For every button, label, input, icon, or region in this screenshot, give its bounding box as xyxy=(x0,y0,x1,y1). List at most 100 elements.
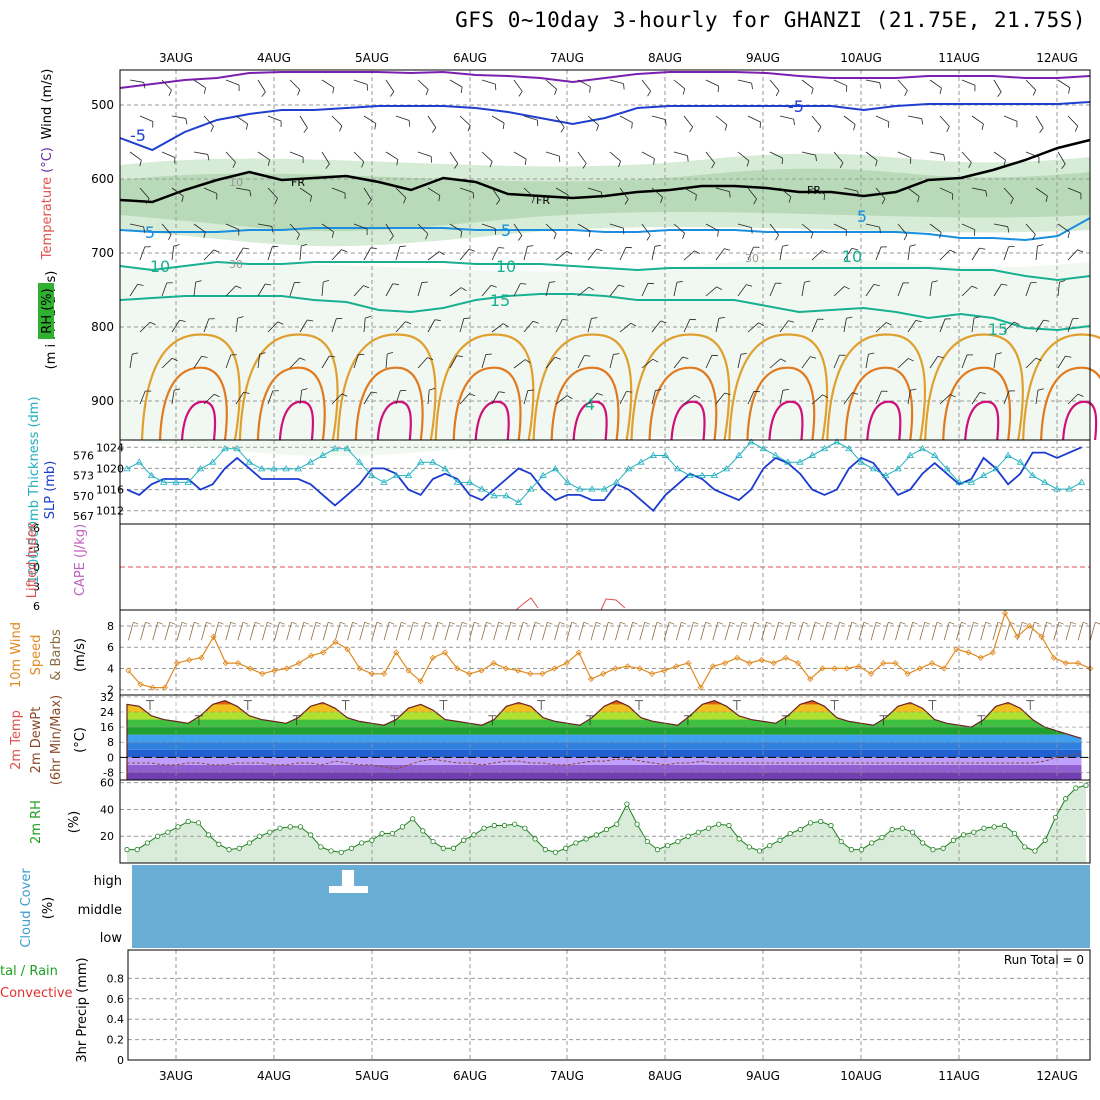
wind-speed-point xyxy=(1038,633,1045,640)
rh-point xyxy=(185,818,191,825)
wind-barb-flag xyxy=(461,621,468,625)
upper-wind-barb-flag xyxy=(390,91,395,97)
upper-wind-barb xyxy=(737,284,747,297)
rh-point xyxy=(573,840,579,846)
rh-tick: 20 xyxy=(100,830,114,843)
wind-speed-point xyxy=(1062,660,1070,667)
wind-barb-flag xyxy=(181,621,188,625)
upper-wind-barb-flag xyxy=(979,247,986,250)
upper-wind-barb-flag xyxy=(562,319,569,321)
upper-wind-barb-flag xyxy=(937,356,944,359)
wind-speed-point xyxy=(295,660,302,667)
thickness-axis-label: 1000-500mb Thickness (dm) xyxy=(27,396,42,583)
upper-wind-barb xyxy=(769,151,783,159)
rh-point xyxy=(787,830,793,837)
upper-wind-barb xyxy=(161,223,172,235)
upper-wind-barb-flag xyxy=(203,87,206,94)
rh-point xyxy=(889,826,895,833)
wind-barb xyxy=(237,622,244,641)
upper-wind-barb xyxy=(587,318,592,333)
upper-wind-barb-flag xyxy=(463,317,470,319)
upper-wind-barb xyxy=(427,115,437,128)
wind-speed-point xyxy=(843,665,850,672)
upper-wind-barb xyxy=(641,223,651,236)
upper-wind-barb-flag xyxy=(365,315,372,319)
upper-wind-barb-flag xyxy=(146,198,150,205)
upper-wind-barb xyxy=(747,115,761,123)
upper-wind-barb xyxy=(683,319,691,333)
rh-point xyxy=(542,847,548,853)
wind-barb xyxy=(1029,622,1035,641)
thickness-point xyxy=(160,478,168,485)
slp-panel: 1024 1020 1016 1012 576 573 570 567 1000-500mb T… xyxy=(27,396,1091,584)
isotherm-5 xyxy=(119,217,1091,242)
upper-wind-barb xyxy=(555,319,563,333)
rh-point xyxy=(440,845,446,851)
upper-wind-barb xyxy=(417,357,428,369)
upper-wind-barb xyxy=(257,354,261,369)
upper-wind-barb-flag xyxy=(361,161,365,168)
upper-wind-barb-flag xyxy=(168,234,172,241)
thickness-point xyxy=(600,485,608,492)
temp-tick: 24 xyxy=(100,706,114,719)
upper-wind-barb xyxy=(811,318,818,333)
upper-wind-barb xyxy=(129,354,133,369)
wind-barb xyxy=(395,622,402,641)
upper-wind-barb-flag xyxy=(438,195,441,202)
rh-point xyxy=(165,829,171,835)
wind-tick: 2 xyxy=(107,684,114,697)
date-label-top: 4AUG xyxy=(257,51,291,65)
thickness-point xyxy=(612,478,621,485)
wind-barb xyxy=(943,622,950,641)
rh-point xyxy=(369,837,375,843)
upper-wind-barb xyxy=(1035,390,1039,405)
upper-wind-barb-flag xyxy=(210,126,214,132)
upper-wind-barb-flag xyxy=(624,199,629,205)
wind-barb-flag xyxy=(1082,621,1089,625)
lifted-index-line xyxy=(600,598,626,611)
upper-wind-barb xyxy=(897,151,911,159)
upper-wind-barb xyxy=(651,187,663,198)
upper-wind-barb-flag xyxy=(309,195,312,202)
upper-wind-barb-flag xyxy=(804,280,811,283)
wind-barb xyxy=(481,622,487,641)
upper-wind-barb-flag xyxy=(1067,231,1070,238)
upper-wind-barb-flag xyxy=(143,82,146,89)
wind-barb xyxy=(797,622,804,641)
upper-wind-barb xyxy=(715,392,725,405)
upper-wind-barb xyxy=(961,285,973,297)
isotherm-25 xyxy=(1040,366,1100,441)
upper-wind-barb-flag xyxy=(489,161,493,168)
wind-speed-point xyxy=(198,654,205,661)
upper-wind-barb xyxy=(683,115,693,128)
upper-wind-barb xyxy=(587,187,602,193)
wind-speed-point xyxy=(332,638,339,645)
thickness-point xyxy=(527,485,535,492)
temp-band xyxy=(127,700,1082,705)
upper-wind-barb-flag xyxy=(939,87,942,94)
isotherm-20 xyxy=(532,333,633,441)
wind-speed-point xyxy=(831,665,838,672)
upper-wind-barb-flag xyxy=(554,356,561,360)
rh-point xyxy=(930,847,936,853)
upper-wind-barb-flag xyxy=(429,387,436,391)
upper-wind-barb xyxy=(363,318,366,333)
upper-wind-barb xyxy=(651,390,656,405)
rh-swatch xyxy=(38,283,54,339)
rh-point xyxy=(1032,848,1038,854)
thickness-point xyxy=(661,451,670,458)
upper-wind-barb-flag xyxy=(618,161,621,167)
upper-wind-barb-flag xyxy=(179,319,186,322)
upper-wind-barb xyxy=(139,321,151,333)
isotherm-30 xyxy=(474,400,510,441)
upper-wind-barb-flag xyxy=(371,391,378,394)
wind-barb-flag xyxy=(729,621,736,625)
upper-wind-barb xyxy=(395,115,410,121)
upper-wind-barb xyxy=(779,115,794,120)
wind-barb-flag xyxy=(936,621,943,625)
rh-point xyxy=(950,837,956,843)
wind-barb xyxy=(1004,622,1011,641)
wind-barb-flag xyxy=(425,621,431,625)
upper-wind-barb xyxy=(641,358,654,369)
temp-band xyxy=(127,742,1082,750)
